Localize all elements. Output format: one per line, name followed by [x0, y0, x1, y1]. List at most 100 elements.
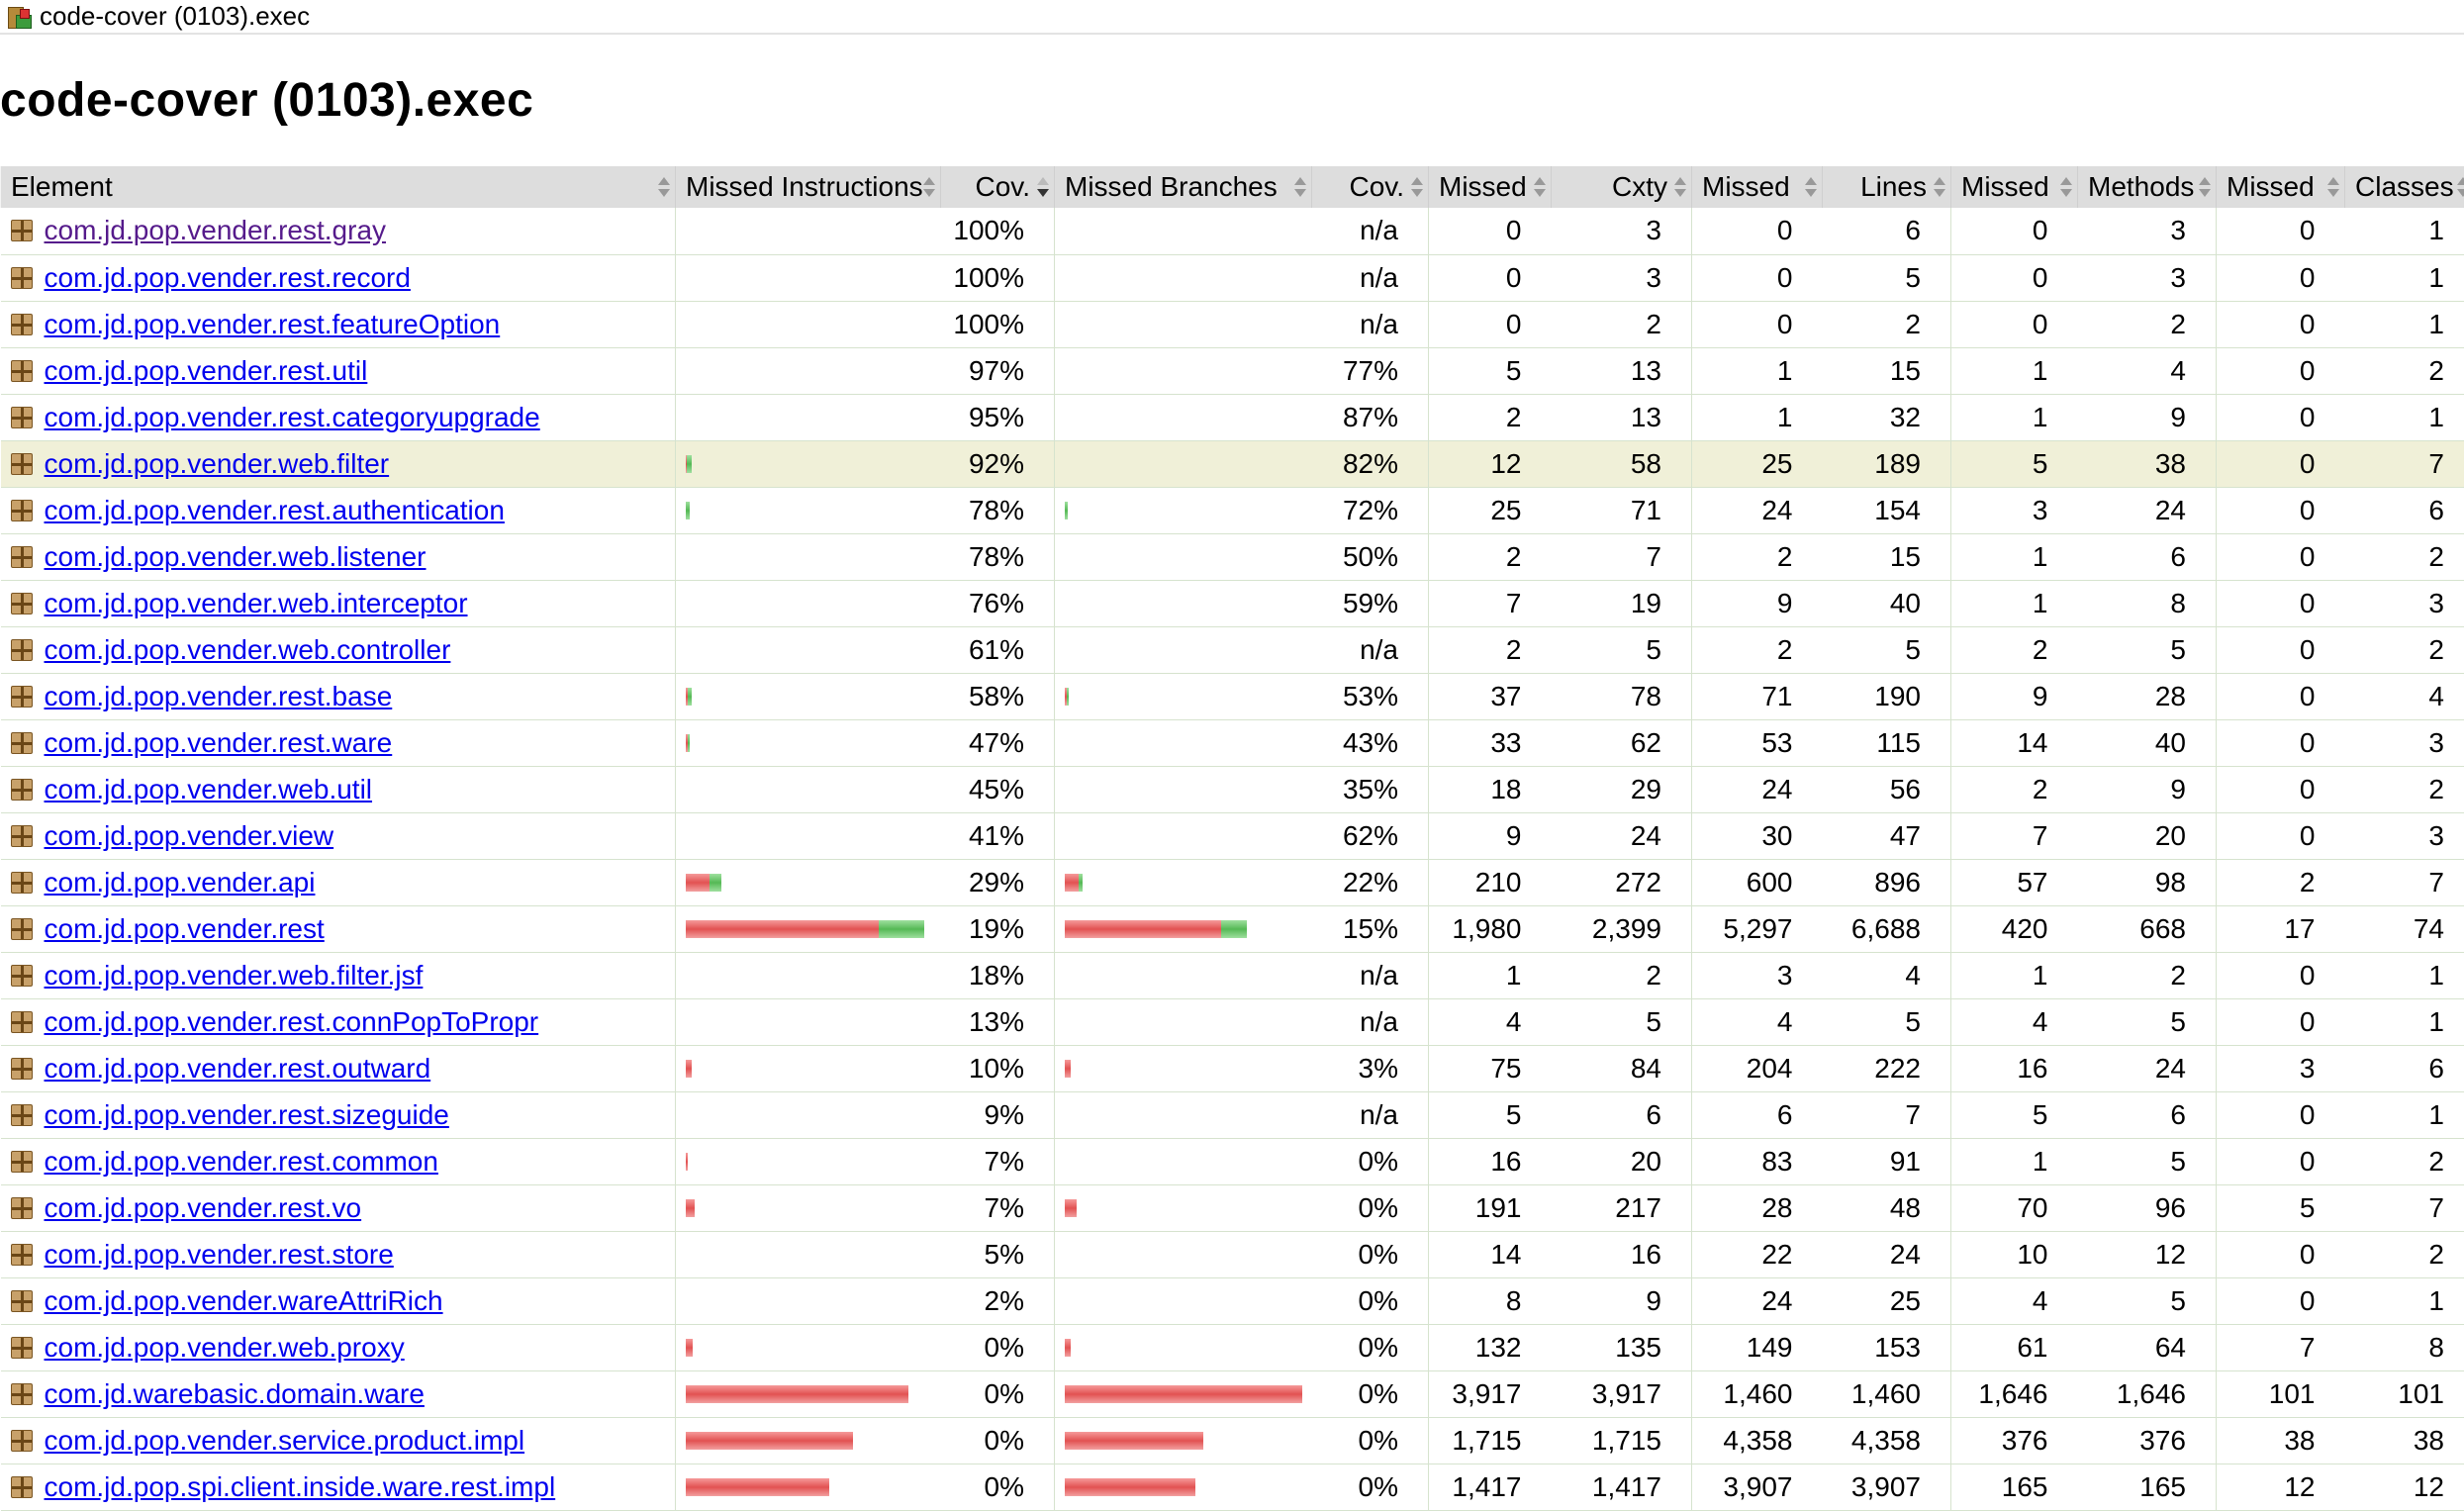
branch-coverage: n/a — [1312, 626, 1429, 673]
classes: 8 — [2345, 1324, 2464, 1370]
missed-instructions-bar — [676, 766, 941, 812]
package-link[interactable]: com.jd.pop.vender.web.listener — [45, 541, 426, 573]
header-lines[interactable]: Lines — [1823, 166, 1951, 208]
header-missed-instructions[interactable]: Missed Instructions — [676, 166, 941, 208]
package-link[interactable]: com.jd.pop.vender.web.filter.jsf — [45, 960, 424, 992]
missed-bar-segment — [686, 1153, 688, 1171]
covered-bar-segment — [1221, 920, 1247, 938]
missed-lines: 3,907 — [1692, 1464, 1823, 1510]
missed-complexity: 33 — [1429, 719, 1552, 766]
classes: 7 — [2345, 1184, 2464, 1231]
missed-lines: 28 — [1692, 1184, 1823, 1231]
coverage-bar — [686, 734, 931, 752]
missed-instructions-bar — [676, 580, 941, 626]
missed-classes: 0 — [2217, 626, 2345, 673]
package-link[interactable]: com.jd.pop.vender.rest.sizeguide — [45, 1099, 449, 1131]
instruction-coverage: 58% — [941, 673, 1055, 719]
header-complexity[interactable]: Cxty — [1552, 166, 1692, 208]
package-link[interactable]: com.jd.pop.vender.rest.gray — [45, 215, 387, 246]
package-icon — [11, 1104, 33, 1126]
package-icon — [11, 639, 33, 661]
package-link[interactable]: com.jd.pop.spi.client.inside.ware.rest.i… — [45, 1471, 556, 1503]
package-link[interactable]: com.jd.pop.vender.rest.connPopToPropr — [45, 1006, 539, 1038]
header-missed-branches[interactable]: Missed Branches — [1055, 166, 1312, 208]
classes: 1 — [2345, 1091, 2464, 1138]
package-link[interactable]: com.jd.pop.vender.rest.categoryupgrade — [45, 402, 540, 433]
missed-complexity: 0 — [1429, 301, 1552, 347]
coverage-bar — [686, 1013, 931, 1031]
package-link[interactable]: com.jd.pop.vender.rest.featureOption — [45, 309, 501, 340]
sort-icon — [1933, 176, 1944, 198]
methods: 28 — [2078, 673, 2217, 719]
missed-complexity: 191 — [1429, 1184, 1552, 1231]
header-methods[interactable]: Methods — [2078, 166, 2217, 208]
package-link[interactable]: com.jd.pop.vender.web.filter — [45, 448, 390, 480]
package-link[interactable]: com.jd.pop.vender.rest.common — [45, 1146, 438, 1178]
branch-coverage: 77% — [1312, 347, 1429, 394]
missed-instructions-bar — [676, 952, 941, 998]
package-link[interactable]: com.jd.pop.vender.rest.ware — [45, 727, 393, 759]
missed-classes: 0 — [2217, 719, 2345, 766]
missed-lines: 204 — [1692, 1045, 1823, 1091]
package-link[interactable]: com.jd.pop.vender.web.proxy — [45, 1332, 405, 1364]
methods: 2 — [2078, 952, 2217, 998]
header-classes[interactable]: Classes — [2345, 166, 2464, 208]
package-link[interactable]: com.jd.pop.vender.rest.authentication — [45, 495, 505, 526]
header-branch-coverage[interactable]: Cov. — [1312, 166, 1429, 208]
coverage-bar — [686, 1478, 931, 1496]
package-link[interactable]: com.jd.pop.vender.web.util — [45, 774, 373, 805]
package-link[interactable]: com.jd.pop.vender.rest.store — [45, 1239, 394, 1271]
complexity: 7 — [1552, 533, 1692, 580]
package-link[interactable]: com.jd.pop.vender.service.product.impl — [45, 1425, 525, 1457]
missed-complexity: 9 — [1429, 812, 1552, 859]
complexity: 1,715 — [1552, 1417, 1692, 1464]
header-missed-lines[interactable]: Missed — [1692, 166, 1823, 208]
branch-coverage: 72% — [1312, 487, 1429, 533]
instruction-coverage: 0% — [941, 1417, 1055, 1464]
coverage-bar — [686, 502, 931, 519]
package-icon — [11, 593, 33, 614]
instruction-coverage: 41% — [941, 812, 1055, 859]
header-missed-methods[interactable]: Missed — [1951, 166, 2078, 208]
missed-instructions-bar — [676, 859, 941, 905]
header-missed-classes[interactable]: Missed — [2217, 166, 2345, 208]
package-link[interactable]: com.jd.pop.vender.web.controller — [45, 634, 451, 666]
package-link[interactable]: com.jd.warebasic.domain.ware — [45, 1378, 425, 1410]
package-link[interactable]: com.jd.pop.vender.rest.util — [45, 355, 368, 387]
package-link[interactable]: com.jd.pop.vender.rest.record — [45, 262, 411, 294]
branch-coverage: 82% — [1312, 440, 1429, 487]
package-link[interactable]: com.jd.pop.vender.rest.vo — [45, 1192, 362, 1224]
missed-methods: 10 — [1951, 1231, 2078, 1277]
package-link[interactable]: com.jd.pop.vender.web.interceptor — [45, 588, 468, 619]
coverage-bar — [686, 1060, 931, 1078]
package-link[interactable]: com.jd.pop.vender.wareAttriRich — [45, 1285, 443, 1317]
package-link[interactable]: com.jd.pop.vender.rest — [45, 913, 325, 945]
coverage-bar — [1065, 1199, 1302, 1217]
package-link[interactable]: com.jd.pop.vender.api — [45, 867, 316, 898]
header-element[interactable]: Element — [1, 166, 676, 208]
missed-lines: 3 — [1692, 952, 1823, 998]
package-icon — [11, 1151, 33, 1173]
element-cell: com.jd.pop.vender.rest.categoryupgrade — [1, 394, 676, 440]
package-link[interactable]: com.jd.pop.vender.rest.outward — [45, 1053, 431, 1085]
header-instruction-coverage[interactable]: Cov. — [941, 166, 1055, 208]
lines: 115 — [1823, 719, 1951, 766]
lines: 40 — [1823, 580, 1951, 626]
header-missed-complexity[interactable]: Missed — [1429, 166, 1552, 208]
lines: 153 — [1823, 1324, 1951, 1370]
coverage-bar — [686, 1385, 931, 1403]
complexity: 1,417 — [1552, 1464, 1692, 1510]
missed-instructions-bar — [676, 905, 941, 952]
missed-lines: 6 — [1692, 1091, 1823, 1138]
package-link[interactable]: com.jd.pop.vender.view — [45, 820, 334, 852]
package-icon — [11, 220, 33, 241]
branch-coverage: 0% — [1312, 1417, 1429, 1464]
complexity: 2 — [1552, 952, 1692, 998]
sort-icon — [1293, 176, 1305, 198]
coverage-bar — [1065, 1432, 1302, 1450]
methods: 64 — [2078, 1324, 2217, 1370]
package-link[interactable]: com.jd.pop.vender.rest.base — [45, 681, 393, 712]
element-cell: com.jd.pop.vender.web.proxy — [1, 1324, 676, 1370]
